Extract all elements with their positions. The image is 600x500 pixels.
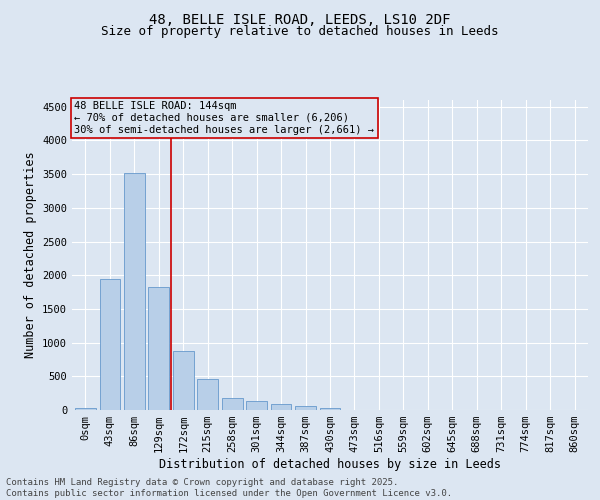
Bar bbox=[75, 408, 96, 410]
Text: 48 BELLE ISLE ROAD: 144sqm
← 70% of detached houses are smaller (6,206)
30% of s: 48 BELLE ISLE ROAD: 144sqm ← 70% of deta… bbox=[74, 102, 374, 134]
Bar bbox=[100, 278, 120, 410]
Bar bbox=[197, 379, 218, 410]
Bar bbox=[148, 288, 169, 410]
X-axis label: Distribution of detached houses by size in Leeds: Distribution of detached houses by size … bbox=[159, 458, 501, 471]
Text: Contains HM Land Registry data © Crown copyright and database right 2025.
Contai: Contains HM Land Registry data © Crown c… bbox=[6, 478, 452, 498]
Bar bbox=[124, 173, 145, 410]
Bar bbox=[222, 398, 242, 410]
Bar bbox=[271, 404, 292, 410]
Text: Size of property relative to detached houses in Leeds: Size of property relative to detached ho… bbox=[101, 25, 499, 38]
Bar bbox=[295, 406, 316, 410]
Y-axis label: Number of detached properties: Number of detached properties bbox=[23, 152, 37, 358]
Text: 48, BELLE ISLE ROAD, LEEDS, LS10 2DF: 48, BELLE ISLE ROAD, LEEDS, LS10 2DF bbox=[149, 12, 451, 26]
Bar bbox=[246, 400, 267, 410]
Bar bbox=[173, 352, 194, 410]
Bar bbox=[320, 408, 340, 410]
